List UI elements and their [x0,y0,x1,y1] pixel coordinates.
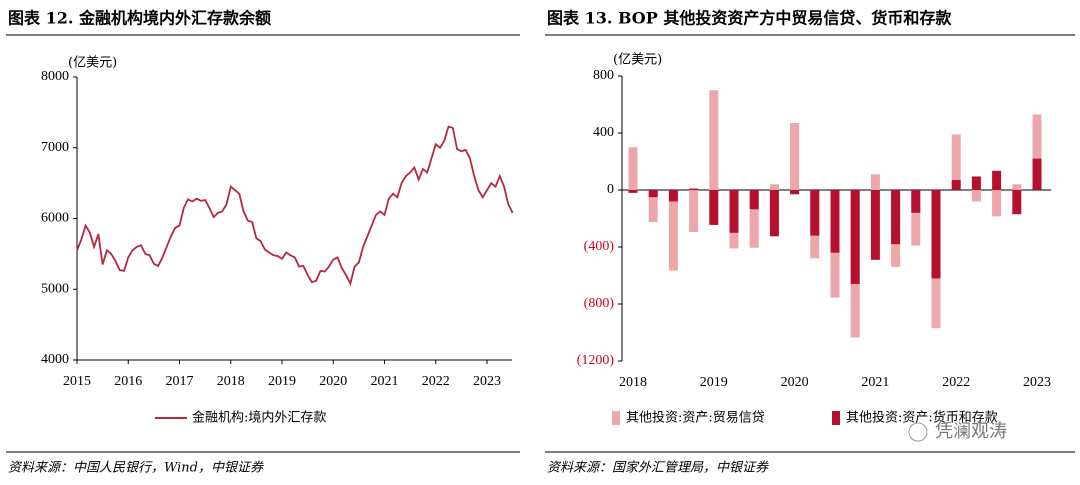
bar [709,90,719,190]
y-tick-label: (800) [584,296,615,311]
bar [668,190,678,271]
x-tick-label: 2017 [166,374,194,389]
x-tick-label: 2018 [217,374,245,389]
bar [628,147,638,190]
figure-title: 图表 13. BOP 其他投资资产方中贸易信贷、货币和存款 [547,9,952,28]
x-tick-label: 2021 [861,375,889,390]
legend-label: 其他投资:资产:货币和存款 [846,410,998,426]
x-tick-label: 2022 [422,374,450,389]
legend-label: 其他投资:资产:贸易信贷 [626,410,765,426]
bar [911,190,921,246]
watermark: 凭澜观涛 [935,421,1007,442]
bar [931,190,941,279]
bar [628,190,638,193]
x-tick-label: 2023 [1023,375,1051,390]
bar [891,190,901,245]
bar [830,190,840,253]
bar [870,190,880,260]
bar [769,184,779,190]
bar [971,190,981,202]
bar [810,190,820,236]
y-tick-label: 0 [607,182,614,197]
bar [850,190,860,285]
x-tick-label: 2020 [781,375,809,390]
figure-title: 图表 12. 金融机构境内外汇存款余额 [8,9,271,28]
watermark-icon [908,422,928,442]
y-tick-label: 6000 [41,211,69,226]
bar [992,170,1002,190]
bar [951,180,961,190]
x-tick-label: 2020 [319,374,347,389]
x-tick-label: 2019 [268,374,296,389]
legend-swatch [832,411,840,425]
bar [1012,184,1022,190]
bar [911,190,921,213]
y-tick-label: 7000 [41,140,69,155]
legend-label: 金融机构:境内外汇存款 [192,410,326,426]
series-line [76,125,514,287]
source: 资料来源：中国人民银行，Wind，中银证券 [8,461,264,476]
bar [729,190,739,233]
y-tick-label: 8000 [41,69,69,84]
y-tick-label: 800 [593,68,614,83]
bar [1032,114,1042,190]
bar [790,123,800,190]
x-tick-label: 2023 [473,374,501,389]
x-tick-label: 2021 [371,374,399,389]
bar [648,190,658,198]
unit-label: (亿美元) [613,53,662,68]
bar [870,174,880,190]
bar [668,190,678,202]
bar [1032,158,1042,190]
bar [749,190,759,210]
bar [709,190,719,225]
x-tick-label: 2015 [63,374,91,389]
bar [648,190,658,223]
x-tick-label: 2016 [114,374,142,389]
legend-swatch [612,411,620,425]
bar [689,190,699,233]
source: 资料来源：国家外汇管理局，中银证券 [547,460,769,476]
y-tick-label: (400) [584,239,615,254]
bar [992,190,1002,217]
unit-label: (亿美元) [68,56,117,71]
x-tick-label: 2018 [619,375,647,390]
bar [971,176,981,190]
y-tick-label: 400 [593,125,614,140]
x-tick-label: 2019 [700,375,728,390]
bar [749,190,759,248]
bar [1012,190,1022,215]
y-tick-label: 4000 [41,352,69,367]
y-tick-label: 5000 [41,281,69,296]
x-tick-label: 2022 [942,375,970,390]
y-tick-label: (1200) [577,353,615,368]
bar [951,134,961,190]
bar [769,190,779,237]
bar [790,190,800,195]
bar [689,188,699,190]
